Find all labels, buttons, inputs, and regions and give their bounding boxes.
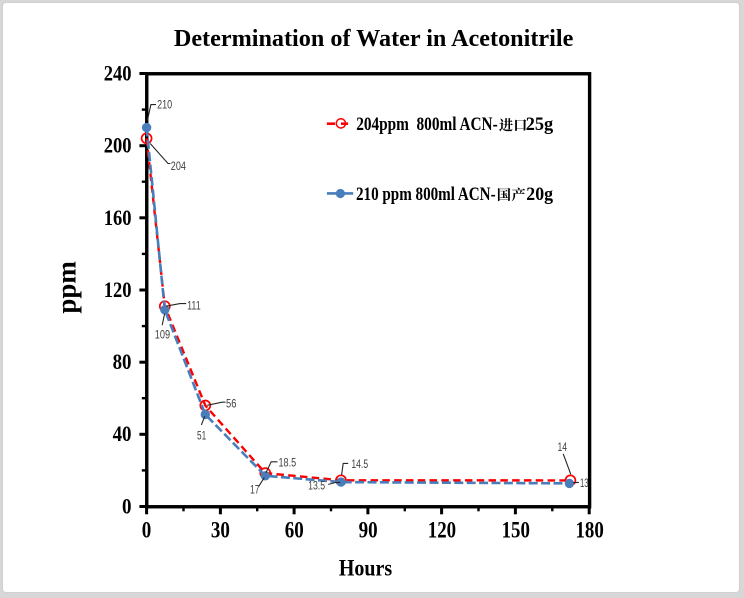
svg-text:20g: 20g xyxy=(526,184,553,205)
svg-text:0: 0 xyxy=(142,518,152,544)
svg-text:109: 109 xyxy=(155,330,170,342)
svg-text:14: 14 xyxy=(558,442,568,454)
svg-text:160: 160 xyxy=(104,206,132,230)
svg-text:Determination of Water in Acet: Determination of Water in Acetonitrile xyxy=(174,25,574,52)
svg-text:240: 240 xyxy=(104,62,132,86)
svg-text:204ppm 800ml ACN-: 204ppm 800ml ACN- xyxy=(356,114,498,135)
svg-text:204: 204 xyxy=(171,161,187,173)
svg-text:40: 40 xyxy=(113,422,132,446)
svg-text:120: 120 xyxy=(104,278,132,302)
svg-text:13.5: 13.5 xyxy=(308,481,325,493)
svg-text:60: 60 xyxy=(285,518,304,544)
svg-text:120: 120 xyxy=(428,518,456,544)
svg-text:17: 17 xyxy=(250,485,260,497)
svg-text:210 ppm 800ml ACN-: 210 ppm 800ml ACN- xyxy=(356,184,496,205)
svg-text:0: 0 xyxy=(122,495,132,519)
svg-text:Hours: Hours xyxy=(339,556,392,581)
svg-text:200: 200 xyxy=(104,134,132,158)
svg-text:18.5: 18.5 xyxy=(279,458,297,470)
svg-text:ppm: ppm xyxy=(52,261,82,314)
svg-text:51: 51 xyxy=(197,430,206,442)
svg-text:111: 111 xyxy=(187,301,201,313)
svg-text:56: 56 xyxy=(226,398,236,410)
svg-text:14.5: 14.5 xyxy=(351,459,368,471)
svg-text:25g: 25g xyxy=(526,114,554,135)
svg-text:30: 30 xyxy=(211,518,230,544)
svg-text:13: 13 xyxy=(580,478,589,490)
svg-text:150: 150 xyxy=(502,518,530,544)
svg-text:80: 80 xyxy=(113,350,132,374)
svg-text:180: 180 xyxy=(576,518,604,544)
svg-text:90: 90 xyxy=(359,518,378,544)
svg-text:210: 210 xyxy=(157,100,172,112)
